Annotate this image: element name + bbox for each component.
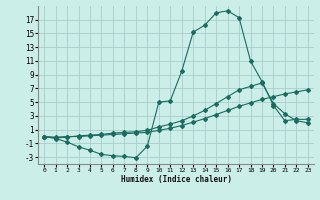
X-axis label: Humidex (Indice chaleur): Humidex (Indice chaleur) <box>121 175 231 184</box>
